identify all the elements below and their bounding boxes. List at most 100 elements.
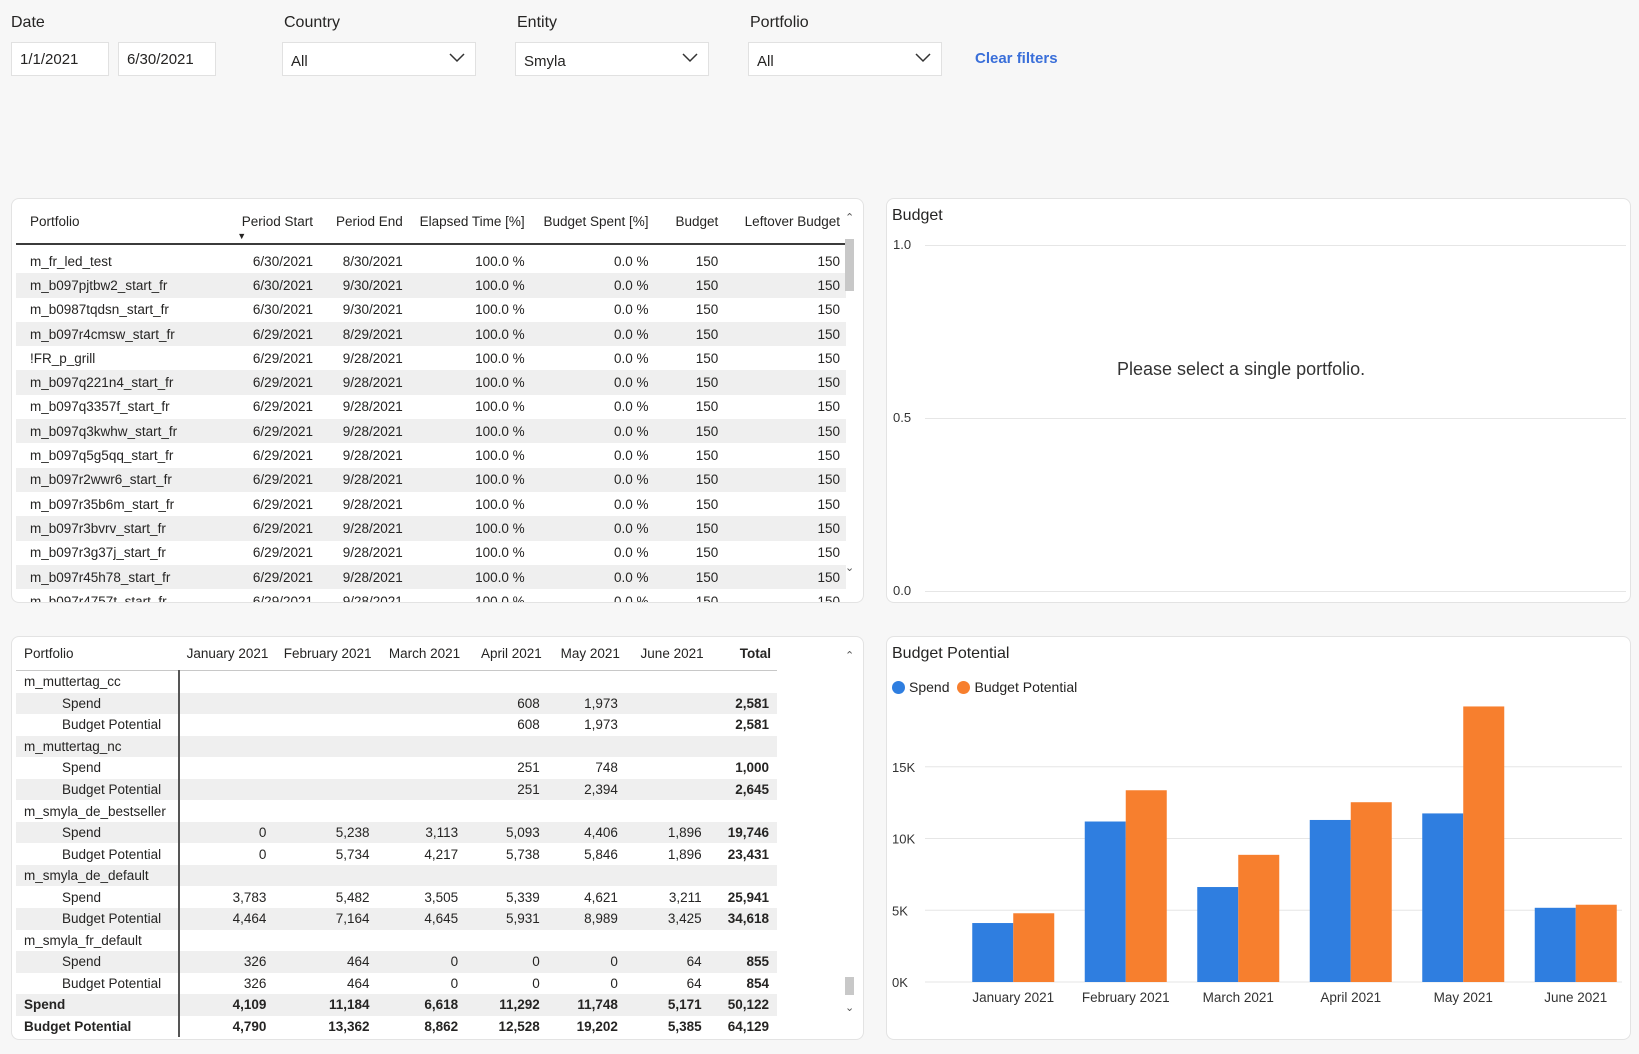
table-cell: 6/29/2021 bbox=[252, 399, 313, 415]
grand-total-row[interactable]: Spend 4,109 11,184 6,618 11,292 11,748 5,171 50… bbox=[16, 994, 777, 1016]
value-cell: 5,931 bbox=[466, 908, 548, 930]
scroll-up-icon[interactable]: ⌃ bbox=[845, 650, 855, 662]
spend-bar[interactable] bbox=[1084, 821, 1126, 982]
scrollbar-thumb[interactable] bbox=[845, 239, 854, 291]
table-row[interactable]: m_b097r2wwr6_start_fr 6/29/2021 9/28/2021 1… bbox=[16, 467, 846, 492]
date-from-input[interactable]: 1/1/2021 bbox=[11, 42, 109, 76]
metric-row[interactable]: Spend 0 5,238 3,113 5,093 4,406 1,896 19,746 bbox=[16, 821, 777, 844]
value-cell bbox=[274, 692, 378, 715]
total-cell: 19,746 bbox=[709, 821, 777, 844]
spend-bar[interactable] bbox=[1309, 819, 1351, 982]
spend-bar[interactable] bbox=[972, 923, 1014, 982]
table-row[interactable]: m_b097r3g37j_start_fr 6/29/2021 9/28/2021 1… bbox=[16, 541, 846, 565]
column-header-budget-spent[interactable]: Budget Spent [%] bbox=[530, 199, 655, 245]
table-cell: 150 bbox=[695, 593, 719, 603]
column-header-month[interactable]: March 2021 bbox=[377, 637, 467, 671]
table-cell: 9/28/2021 bbox=[342, 448, 403, 464]
total-cell bbox=[710, 671, 777, 693]
scroll-down-icon[interactable]: ⌄ bbox=[845, 562, 855, 574]
table-row[interactable]: !FR_p_grill 6/29/2021 9/28/2021 100.0 % 0.0 … bbox=[16, 346, 846, 370]
table-cell: 150 bbox=[724, 564, 846, 590]
value-cell: 4,109 bbox=[178, 994, 275, 1016]
table-scrollbar[interactable]: ⌃ ⌄ bbox=[845, 209, 857, 589]
column-header-total[interactable]: Total bbox=[709, 637, 777, 671]
column-header-portfolio[interactable]: Portfolio bbox=[16, 199, 226, 245]
column-header-period-end[interactable]: Period End bbox=[318, 199, 409, 245]
metric-row[interactable]: Spend 3,783 5,482 3,505 5,339 4,621 3,211 25,94… bbox=[16, 886, 777, 909]
table-cell: 9/28/2021 bbox=[342, 496, 403, 512]
table-row[interactable]: m_b097pjtbw2_start_fr 6/30/2021 9/30/2021 1… bbox=[16, 273, 846, 298]
table-scrollbar[interactable]: ⌃ ⌄ bbox=[845, 647, 857, 1027]
metric-row[interactable]: Budget Potential 0 5,734 4,217 5,738 5,846 1,8… bbox=[16, 843, 777, 865]
value-cell: 64 bbox=[686, 975, 702, 991]
chevron-down-icon bbox=[915, 53, 931, 63]
table-cell: 0.0 % bbox=[614, 448, 649, 464]
column-header-month[interactable]: January 2021 bbox=[178, 637, 275, 671]
portfolio-group-row[interactable]: m_smyla_de_default bbox=[16, 864, 777, 887]
metric-row[interactable]: Spend 326 464 0 0 0 64 855 bbox=[16, 951, 777, 973]
column-header-leftover-budget[interactable]: Leftover Budget bbox=[724, 199, 846, 245]
date-to-input[interactable]: 6/30/2021 bbox=[118, 42, 216, 76]
row-label: m_smyla_de_bestseller bbox=[16, 800, 180, 822]
value-cell: 13,362 bbox=[328, 1019, 370, 1035]
budget-potential-bar[interactable] bbox=[1575, 904, 1617, 982]
table-cell: 150 bbox=[695, 350, 719, 366]
budget-potential-bar[interactable] bbox=[1013, 913, 1055, 982]
column-header-budget[interactable]: Budget bbox=[654, 199, 725, 245]
value-cell: 0 bbox=[258, 846, 267, 862]
budget-potential-bar[interactable] bbox=[1350, 802, 1392, 982]
table-cell: 9/30/2021 bbox=[342, 302, 403, 318]
metric-row[interactable]: Budget Potential 326 464 0 0 0 64 854 bbox=[16, 972, 777, 995]
monthly-matrix-body: m_muttertag_cc Spend 608 1,973 2,581 Budget P… bbox=[16, 670, 777, 1038]
metric-row[interactable]: Spend 251 748 1,000 bbox=[16, 757, 777, 779]
column-header-month[interactable]: April 2021 bbox=[466, 637, 548, 671]
column-header-portfolio[interactable]: Portfolio bbox=[16, 637, 179, 671]
metric-row[interactable]: Budget Potential 4,464 7,164 4,645 5,931 8,98… bbox=[16, 908, 777, 930]
entity-dropdown[interactable]: Smyla bbox=[515, 42, 709, 76]
scroll-down-icon[interactable]: ⌄ bbox=[845, 1002, 855, 1014]
column-header-elapsed-time[interactable]: Elapsed Time [%] bbox=[408, 199, 531, 245]
table-row[interactable]: m_b097q5g5qq_start_fr 6/29/2021 9/28/2021 1… bbox=[16, 443, 846, 467]
table-row[interactable]: m_b097q3kwhw_start_fr 6/29/2021 9/28/2021 1… bbox=[16, 419, 846, 444]
table-row[interactable]: m_b0987tqdsn_start_fr 6/30/2021 9/30/2021 1… bbox=[16, 298, 846, 322]
metric-row[interactable]: Budget Potential 251 2,394 2,645 bbox=[16, 778, 777, 801]
budget-potential-bar[interactable] bbox=[1463, 706, 1505, 982]
portfolio-group-row[interactable]: m_muttertag_cc bbox=[16, 670, 777, 693]
budget-potential-bar[interactable] bbox=[1125, 790, 1167, 982]
table-row[interactable]: m_b097r45h78_start_fr 6/29/2021 9/28/2021 1… bbox=[16, 564, 846, 590]
value-cell: 64 bbox=[625, 951, 710, 973]
table-row[interactable]: m_b097q221n4_start_fr 6/29/2021 9/28/2021 1… bbox=[16, 370, 846, 395]
country-dropdown[interactable]: All bbox=[282, 42, 476, 76]
spend-bar[interactable] bbox=[1422, 813, 1464, 982]
clear-filters-button[interactable]: Clear filters bbox=[975, 50, 1058, 67]
metric-row[interactable]: Spend 608 1,973 2,581 bbox=[16, 692, 777, 715]
scroll-up-icon[interactable]: ⌃ bbox=[845, 212, 855, 224]
table-row[interactable]: m_b097r4757t_start_fr 6/29/2021 9/28/2021 1… bbox=[16, 589, 846, 603]
portfolio-dropdown[interactable]: All bbox=[748, 42, 942, 76]
row-label: Budget Potential bbox=[16, 972, 180, 995]
column-header-period-start[interactable]: Period Start ▼ bbox=[225, 199, 319, 245]
spend-bar[interactable] bbox=[1197, 887, 1239, 982]
table-cell: 6/30/2021 bbox=[252, 253, 313, 269]
table-cell: 150 bbox=[724, 467, 846, 492]
metric-row[interactable]: Budget Potential 608 1,973 2,581 bbox=[16, 714, 777, 736]
portfolio-group-row[interactable]: m_smyla_de_bestseller bbox=[16, 800, 777, 822]
row-label: m_muttertag_nc bbox=[16, 735, 180, 758]
table-row[interactable]: m_b097r4cmsw_start_fr 6/29/2021 8/29/2021 1… bbox=[16, 321, 846, 347]
column-header-month[interactable]: June 2021 bbox=[625, 637, 710, 671]
spend-bar[interactable] bbox=[1534, 907, 1576, 982]
table-row[interactable]: m_b097r3bvrv_start_fr 6/29/2021 9/28/2021 1… bbox=[16, 516, 846, 541]
table-row[interactable]: m_b097r35b6m_start_fr 6/29/2021 9/28/2021 1… bbox=[16, 492, 846, 516]
column-header-month[interactable]: May 2021 bbox=[547, 637, 626, 671]
table-row[interactable]: m_b097q3357f_start_fr 6/29/2021 9/28/2021 1… bbox=[16, 395, 846, 419]
portfolio-group-row[interactable]: m_muttertag_nc bbox=[16, 735, 777, 758]
column-header-month[interactable]: February 2021 bbox=[274, 637, 378, 671]
grand-total-row[interactable]: Budget Potential 4,790 13,362 8,862 12,528 19… bbox=[16, 1015, 777, 1038]
table-row[interactable]: m_fr_led_test 6/30/2021 8/30/2021 100.0 % 0.… bbox=[16, 249, 846, 273]
scrollbar-thumb[interactable] bbox=[845, 977, 854, 995]
portfolio-group-row[interactable]: m_smyla_fr_default bbox=[16, 929, 777, 952]
budget-potential-bar[interactable] bbox=[1238, 854, 1280, 982]
table-cell: 8/29/2021 bbox=[318, 321, 409, 347]
portfolio-cell: m_b097r3bvrv_start_fr bbox=[16, 516, 226, 541]
value-cell: 608 bbox=[466, 692, 548, 715]
